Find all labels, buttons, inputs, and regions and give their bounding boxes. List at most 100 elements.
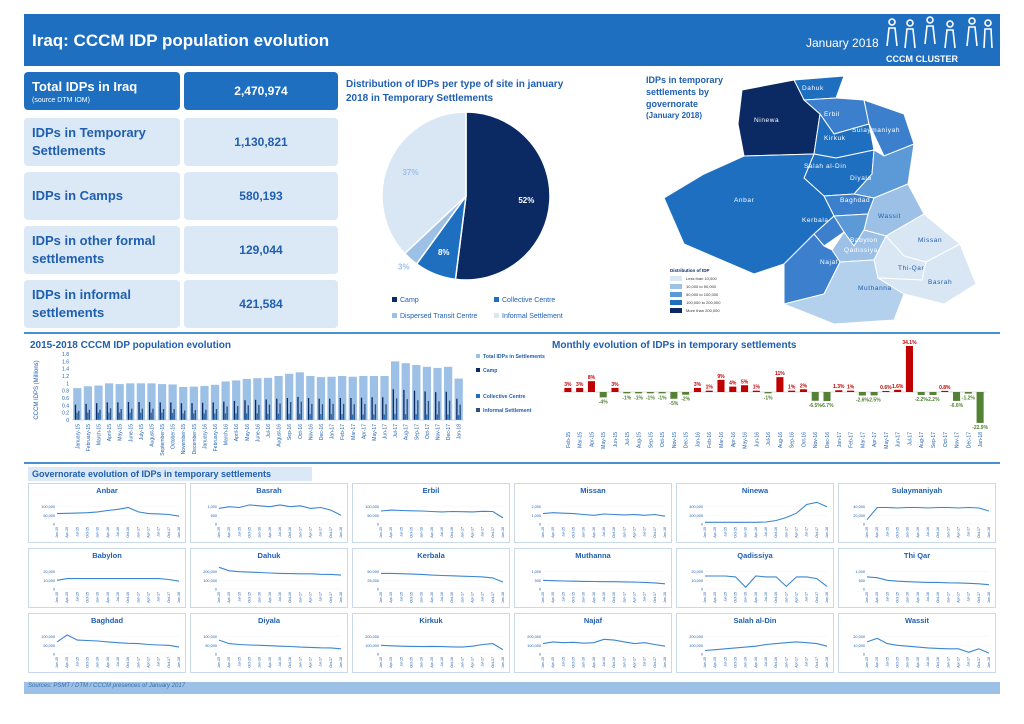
gov-y-tick-label: 0	[701, 653, 703, 657]
map-title-line: governorate	[646, 99, 699, 109]
gov-x-tick-label: Oct-15	[896, 527, 900, 538]
pie-legend-swatch	[494, 297, 499, 302]
gov-x-tick-label: Apr-15	[875, 527, 879, 538]
iraq-map: Dahuk Ninewa Erbil Sulaymaniyah Kirkuk S…	[664, 75, 977, 325]
monthly-x-tick-label: Nov-17	[955, 432, 961, 448]
gov-x-tick-label: Jan-16	[582, 592, 586, 603]
gov-x-tick-label: Jan-17	[946, 527, 950, 538]
gov-x-tick-label: Jan-18	[177, 592, 181, 603]
monthly-data-label: -2.6%	[856, 398, 870, 404]
monthly-data-label: 1.3%	[833, 384, 845, 390]
evo-legend-label: Informal Settlement	[483, 408, 532, 414]
gov-x-tick-label: Jul-15	[723, 657, 727, 667]
evo-x-tick-label: May-15	[118, 424, 124, 441]
monthly-x-tick-label: Mar-16	[719, 432, 725, 448]
gov-x-tick-label: Oct-16	[774, 527, 778, 538]
monthly-data-label: 3%	[564, 382, 572, 388]
gov-series-line	[218, 639, 342, 650]
monthly-x-tick-label: Aug-15	[637, 432, 643, 448]
gov-x-tick-label: Jan-16	[420, 657, 424, 668]
gov-mini-title: Muthanna	[575, 551, 611, 560]
monthly-x-tick-label: Aug-16	[778, 432, 784, 448]
gov-x-tick-label: Oct-17	[815, 657, 819, 668]
evo-bar-total	[73, 388, 82, 420]
pie-title: Distribution of IDPs per type of site in…	[346, 78, 563, 106]
evo-bar-collective	[288, 413, 290, 420]
evo-bar-total	[338, 376, 347, 420]
evo-bar-camp	[244, 400, 246, 420]
monthly-x-tick-label: Oct-16	[801, 432, 807, 447]
evo-bar-camp	[170, 402, 172, 420]
gov-series-line	[56, 578, 180, 582]
gov-x-tick-label: Apr-16	[916, 657, 920, 668]
evo-x-tick-label: Sep-16	[287, 424, 293, 440]
gov-series-line	[218, 504, 342, 516]
gov-mini-chart: Basrah 0 500 1,000 Jan-15 Apr-15 Jul-15 Oct-15 J…	[190, 483, 348, 543]
evo-x-tick-label: June-15	[128, 424, 134, 442]
evo-y-tick-label: 0.2	[62, 411, 69, 417]
gov-x-tick-label: Jan-15	[217, 657, 221, 668]
kpi-label-text: IDPs in Camps	[32, 188, 124, 203]
kpi-label: IDPs in Camps	[24, 172, 180, 220]
gov-x-tick-label: Oct-16	[126, 592, 130, 603]
gov-x-tick-label: Jan-17	[946, 657, 950, 668]
evo-bar-total	[401, 363, 410, 420]
evo-x-tick-label: Jan-17	[330, 424, 336, 440]
monthly-x-tick-label: Feb-15	[566, 432, 572, 448]
evo-bar-total	[348, 376, 357, 420]
map-title-line: IDPs in temporary	[646, 75, 724, 85]
map-label-diyala: Diyala	[850, 175, 872, 182]
monthly-bar	[717, 379, 725, 392]
gov-x-tick-label: Jul-16	[926, 657, 930, 667]
gov-x-tick-label: Jul-15	[723, 527, 727, 537]
gov-x-tick-label: Apr-17	[795, 657, 799, 668]
gov-y-tick-label: 1,000	[855, 570, 865, 574]
monthly-chart-title: Monthly evolution of IDPs in temporary s…	[552, 340, 797, 351]
gov-series-line	[705, 501, 828, 523]
monthly-data-label: 8%	[588, 375, 596, 381]
evo-bar-informal	[406, 399, 408, 420]
gov-x-tick-label: Jul-17	[805, 527, 809, 537]
monthly-bar	[635, 392, 643, 394]
monthly-bar	[882, 391, 890, 392]
gov-x-tick-label: Jan-17	[460, 592, 464, 603]
map-label-missan: Missan	[918, 237, 942, 244]
gov-x-tick-label: Oct-16	[612, 527, 616, 538]
gov-series-line	[704, 641, 828, 652]
monthly-data-label: 3%	[576, 382, 584, 388]
evo-bar-total	[391, 361, 400, 420]
evo-bar-camp	[106, 402, 108, 420]
gov-series-line	[542, 579, 666, 585]
gov-x-tick-label: Jan-15	[703, 657, 707, 668]
evo-x-tick-label: January-15	[75, 424, 81, 449]
gov-x-tick-label: Jan-15	[379, 657, 383, 668]
monthly-x-tick-label: Nov-16	[813, 432, 819, 448]
gov-x-tick-label: Oct-17	[491, 657, 495, 668]
gov-x-tick-label: Jul-17	[157, 657, 161, 667]
gov-mini-plot: 0 100,000 200,000 Jan-15 Apr-15 Jul-15 Oct-15 J…	[365, 635, 505, 668]
evo-bar-collective	[394, 413, 396, 420]
evo-bar-collective	[426, 414, 428, 420]
pie-data-label: 52%	[518, 196, 534, 205]
gov-x-tick-label: Jan-15	[865, 527, 869, 538]
gov-x-tick-label: Jan-16	[258, 527, 262, 538]
monthly-x-tick-label: Jun-17	[896, 432, 902, 448]
gov-x-tick-label: Apr-17	[633, 657, 637, 668]
kpi-label: IDPs in other formal settlements	[24, 226, 180, 274]
evo-bar-collective	[161, 412, 163, 420]
evo-bar-collective	[309, 414, 311, 420]
gov-y-tick-label: 200,000	[689, 635, 703, 639]
gov-x-tick-label: Jul-17	[643, 592, 647, 602]
evo-x-tick-label: November-15	[181, 424, 187, 455]
monthly-bar	[587, 381, 595, 392]
monthly-bar	[752, 390, 760, 392]
gov-y-tick-label: 50,000	[367, 514, 379, 518]
gov-x-tick-label: Jan-18	[825, 592, 829, 603]
gov-mini-title: Erbil	[422, 486, 440, 495]
cccm-logo-icon	[886, 16, 993, 49]
gov-x-tick-label: Apr-17	[309, 527, 313, 538]
monthly-x-tick-label: Jan-18	[978, 432, 984, 448]
gov-y-tick-label: 0	[377, 588, 379, 592]
gov-y-tick-label: 200,000	[527, 635, 541, 639]
gov-x-tick-label: Apr-15	[389, 527, 393, 538]
